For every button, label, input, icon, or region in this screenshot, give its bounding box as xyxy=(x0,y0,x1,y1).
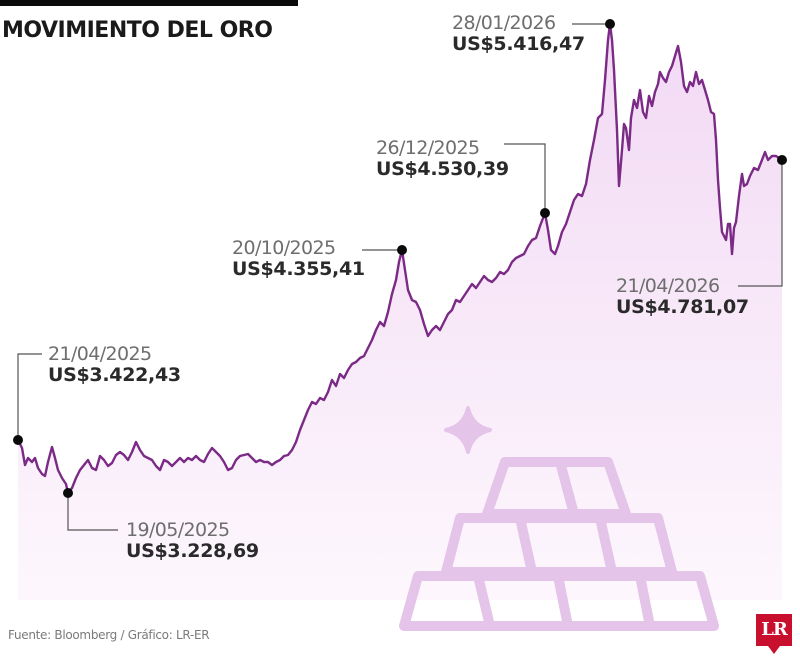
marker-peak xyxy=(605,19,615,29)
annotation-date: 26/12/2025 xyxy=(376,137,480,159)
lr-logo-tail xyxy=(768,646,780,654)
annotation-low: 19/05/2025 US$3.228,69 xyxy=(126,520,259,562)
marker-dec xyxy=(540,208,550,218)
annotation-leaders xyxy=(17,23,783,531)
annotation-date: 21/04/2026 xyxy=(616,275,720,297)
annotation-date: 21/04/2025 xyxy=(48,343,152,365)
leader-dec xyxy=(504,143,546,213)
price-line xyxy=(16,22,784,495)
annotation-value: US$3.228,69 xyxy=(126,539,259,562)
annotation-value: US$4.530,39 xyxy=(376,157,509,180)
annotation-date: 28/01/2026 xyxy=(452,12,556,34)
annotation-start: 21/04/2025 US$3.422,43 xyxy=(48,344,181,386)
annotation-value: US$4.781,07 xyxy=(616,295,749,318)
marker-low xyxy=(63,488,73,498)
title-bar-decoration xyxy=(0,0,298,6)
lr-logo: LR xyxy=(756,614,792,646)
annotation-value: US$3.422,43 xyxy=(48,363,181,386)
marker-oct xyxy=(397,245,407,255)
source-credit: Fuente: Bloomberg / Gráfico: LR-ER xyxy=(8,628,210,642)
price-area-fill xyxy=(18,24,782,600)
annotation-peak: 28/01/2026 US$5.416,47 xyxy=(452,13,585,55)
annotation-value: US$5.416,47 xyxy=(452,32,585,55)
sparkle-icon xyxy=(444,406,492,454)
leader-end xyxy=(738,160,783,287)
marker-start xyxy=(13,435,23,445)
marker-end xyxy=(777,155,787,165)
annotation-value: US$4.355,41 xyxy=(232,257,365,280)
annotation-end: 21/04/2026 US$4.781,07 xyxy=(616,276,749,318)
leader-start xyxy=(17,353,42,440)
annotation-dec: 26/12/2025 US$4.530,39 xyxy=(376,138,509,180)
annotation-date: 19/05/2025 xyxy=(126,519,230,541)
annotation-oct: 20/10/2025 US$4.355,41 xyxy=(232,238,365,280)
leader-low xyxy=(67,493,118,531)
annotation-date: 20/10/2025 xyxy=(232,237,336,259)
annotation-markers xyxy=(13,19,787,498)
chart-title: MOVIMIENTO DEL ORO xyxy=(2,18,273,43)
gold-bars-icon xyxy=(399,406,719,631)
